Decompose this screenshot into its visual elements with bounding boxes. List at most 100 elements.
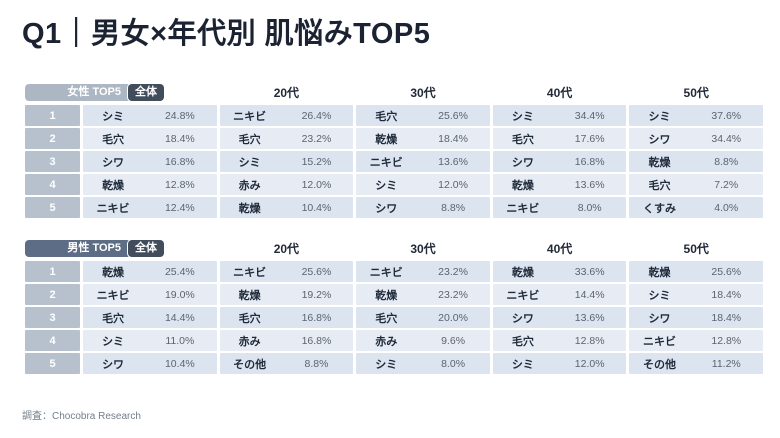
concern-percent: 17.6%	[574, 132, 605, 145]
table-row: 1 シミ 24.8% ニキビ 26.4% 毛穴 25.6% シミ 34.4% シミ 37.6%	[25, 105, 763, 126]
rank-cell: 4	[25, 174, 80, 195]
concern-percent: 37.6%	[711, 109, 742, 122]
data-cell: その他 11.2%	[629, 353, 763, 374]
concern-name: 赤み	[238, 179, 261, 192]
concern-percent: 11.2%	[711, 357, 741, 370]
concern-name: 赤み	[375, 335, 398, 348]
concern-percent: 16.8%	[301, 311, 332, 324]
data-cell: 乾燥 33.6%	[492, 261, 627, 282]
data-cell: シミ 37.6%	[629, 105, 763, 126]
concern-name: 乾燥	[375, 289, 398, 302]
concern-percent: 24.8%	[164, 109, 195, 122]
concern-name: シミ	[238, 156, 261, 169]
data-cell: 毛穴 12.8%	[492, 330, 627, 351]
concern-name: 毛穴	[375, 110, 398, 123]
concern-percent: 18.4%	[164, 132, 195, 145]
men-badge-group: 男性 TOP5 全体	[25, 239, 217, 257]
concern-percent: 12.8%	[164, 178, 195, 191]
concern-name: ニキビ	[233, 110, 267, 123]
concern-name: 乾燥	[648, 266, 671, 279]
data-cell: シミ 12.0%	[356, 174, 490, 195]
data-cell: シミ 34.4%	[492, 105, 627, 126]
concern-name: 毛穴	[238, 312, 261, 325]
concern-name: くすみ	[642, 202, 676, 215]
concern-percent: 25.4%	[164, 265, 195, 278]
data-cell: シミ 8.0%	[356, 353, 490, 374]
concern-name: 乾燥	[102, 179, 125, 192]
data-cell: 乾燥 10.4%	[219, 197, 354, 218]
concern-percent: 18.4%	[711, 288, 742, 301]
concern-name: ニキビ	[506, 289, 540, 302]
concern-name: ニキビ	[369, 156, 403, 169]
concern-name: シミ	[375, 179, 398, 192]
table-row: 1 乾燥 25.4% ニキビ 25.6% ニキビ 23.2% 乾燥 33.6% 乾燥 25.6%	[25, 261, 763, 282]
data-cell: 乾燥 12.8%	[83, 174, 217, 195]
concern-name: 毛穴	[375, 312, 398, 325]
concern-percent: 12.4%	[164, 201, 195, 214]
women-table-header: 女性 TOP5 全体 20代 30代 40代 50代	[25, 82, 763, 102]
data-cell: シミ 18.4%	[629, 284, 763, 305]
men-table-header: 男性 TOP5 全体 20代 30代 40代 50代	[25, 238, 763, 258]
men-age-header-50s: 50代	[683, 241, 709, 256]
concern-percent: 19.0%	[164, 288, 195, 301]
data-cell: シワ 8.8%	[356, 197, 490, 218]
data-cell: 毛穴 7.2%	[629, 174, 763, 195]
concern-name: ニキビ	[233, 266, 267, 279]
data-cell: ニキビ 8.0%	[492, 197, 627, 218]
data-cell: ニキビ 12.8%	[629, 330, 763, 351]
concern-percent: 8.8%	[441, 201, 466, 214]
concern-name: 毛穴	[648, 179, 671, 192]
data-cell: 毛穴 16.8%	[219, 307, 354, 328]
data-cell: 乾燥 13.6%	[492, 174, 627, 195]
concern-name: 乾燥	[375, 133, 398, 146]
concern-percent: 9.6%	[441, 334, 466, 347]
data-cell: シワ 13.6%	[492, 307, 627, 328]
concern-percent: 13.6%	[438, 155, 468, 168]
men-age-header-30s: 30代	[410, 241, 436, 256]
concern-name: シワ	[375, 202, 398, 215]
concern-percent: 16.8%	[301, 334, 332, 347]
concern-name: 毛穴	[511, 335, 534, 348]
concern-percent: 16.8%	[164, 155, 195, 168]
concern-percent: 25.6%	[438, 109, 468, 122]
concern-name: 毛穴	[238, 133, 261, 146]
men-table: 男性 TOP5 全体 20代 30代 40代 50代 1 乾燥 25.4% ニキビ 25…	[25, 238, 763, 374]
data-cell: その他 8.8%	[219, 353, 354, 374]
concern-name: シワ	[511, 312, 534, 325]
concern-name: シワ	[511, 156, 534, 169]
concern-name: シミ	[511, 110, 534, 123]
concern-name: ニキビ	[506, 202, 540, 215]
table-row: 3 シワ 16.8% シミ 15.2% ニキビ 13.6% シワ 16.8% 乾燥 8.8%	[25, 151, 763, 172]
rank-cell: 1	[25, 261, 80, 282]
concern-percent: 12.0%	[301, 178, 332, 191]
data-cell: 毛穴 20.0%	[356, 307, 490, 328]
concern-name: シミ	[102, 110, 125, 123]
concern-percent: 26.4%	[301, 109, 332, 122]
concern-name: 乾燥	[102, 266, 125, 279]
data-cell: シワ 16.8%	[83, 151, 217, 172]
concern-percent: 14.4%	[574, 288, 605, 301]
concern-percent: 13.6%	[574, 178, 605, 191]
concern-percent: 14.4%	[164, 311, 195, 324]
data-cell: シミ 12.0%	[492, 353, 627, 374]
rank-cell: 3	[25, 151, 80, 172]
data-cell: 赤み 16.8%	[219, 330, 354, 351]
concern-percent: 11.0%	[165, 334, 195, 347]
data-cell: シワ 16.8%	[492, 151, 627, 172]
data-cell: シワ 10.4%	[83, 353, 217, 374]
concern-name: ニキビ	[642, 335, 676, 348]
page-title: Q1｜男女×年代別 肌悩みTOP5	[22, 18, 431, 50]
rank-cell: 2	[25, 128, 80, 149]
concern-name: ニキビ	[369, 266, 403, 279]
data-cell: 乾燥 19.2%	[219, 284, 354, 305]
data-cell: 赤み 12.0%	[219, 174, 354, 195]
women-table-body: 1 シミ 24.8% ニキビ 26.4% 毛穴 25.6% シミ 34.4% シミ 37.6% 2 毛穴…	[25, 105, 763, 218]
data-cell: シワ 34.4%	[629, 128, 763, 149]
concern-percent: 23.2%	[438, 265, 468, 278]
data-cell: ニキビ 23.2%	[356, 261, 490, 282]
concern-name: ニキビ	[96, 202, 130, 215]
concern-percent: 23.2%	[438, 288, 468, 301]
concern-percent: 13.6%	[574, 311, 605, 324]
table-row: 4 シミ 11.0% 赤み 16.8% 赤み 9.6% 毛穴 12.8% ニキビ 12.8%	[25, 330, 763, 351]
